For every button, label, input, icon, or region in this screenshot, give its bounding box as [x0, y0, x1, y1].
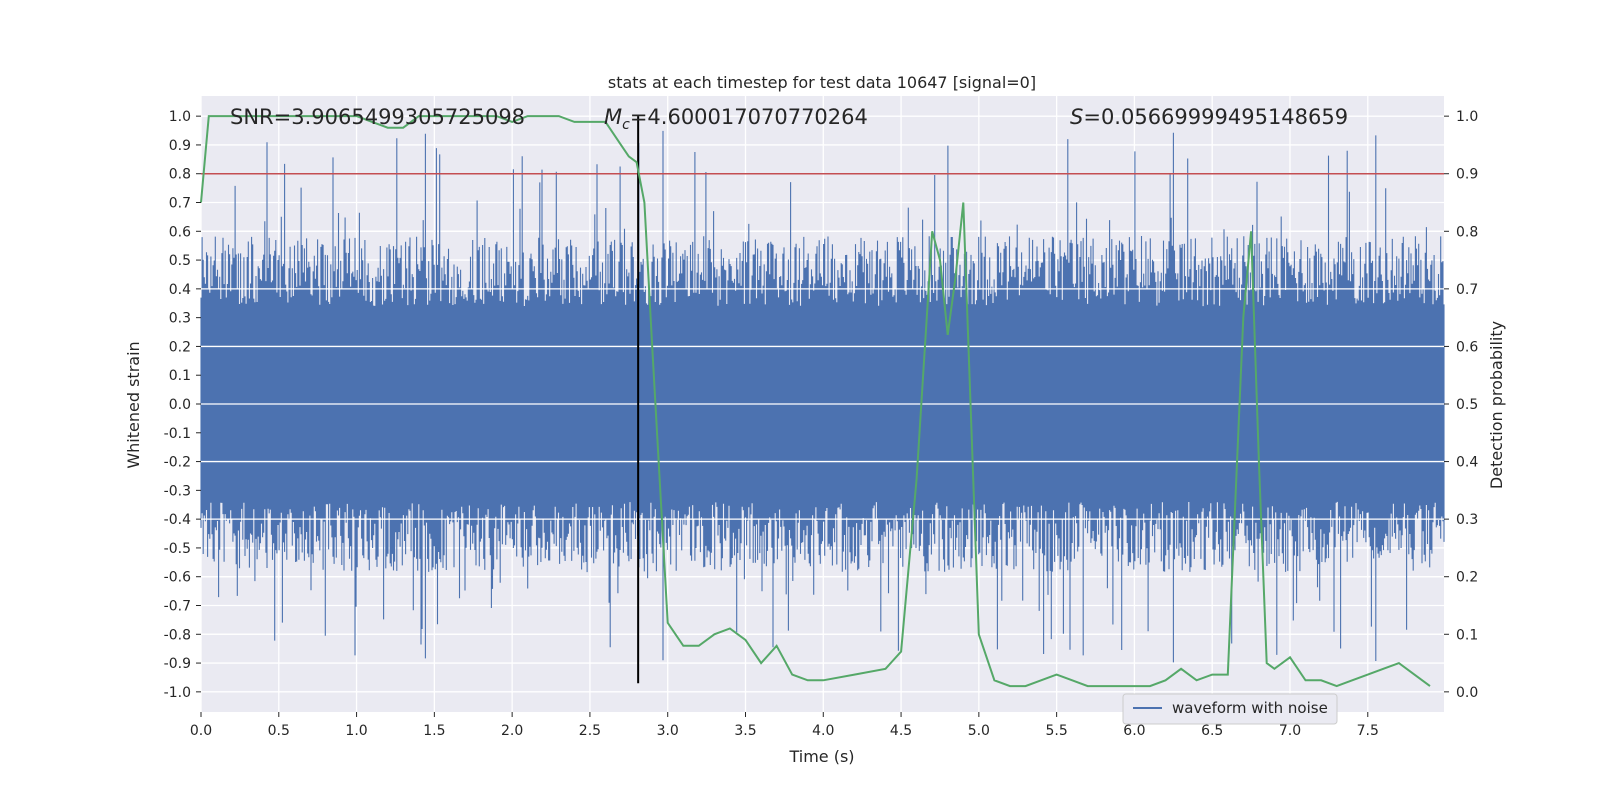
x-tick-label: 0.5: [268, 723, 290, 739]
y-tick-label-left: -0.3: [164, 483, 191, 499]
x-tick-label: 1.0: [345, 723, 367, 739]
mc-subscript: c: [622, 117, 630, 133]
y-tick-label-right: 0.1: [1456, 627, 1478, 643]
chart-title: stats at each timestep for test data 106…: [608, 73, 1036, 92]
y-tick-label-left: 0.6: [169, 224, 191, 240]
axes: 0.0 0.5 1.0 1.5 2.0 2.5 3.0 3.5 4.0 4.5 5.0 5.5 6.0 6…: [164, 109, 1479, 739]
y-tick-label-right: 0.7: [1456, 282, 1478, 298]
legend: waveform with noise: [1122, 693, 1338, 725]
s-annotation: S=0.05669999495148659: [1070, 105, 1348, 129]
x-tick-label: 5.0: [968, 723, 990, 739]
x-tick-label: 2.5: [579, 723, 601, 739]
detection-probability-line: [200, 115, 1431, 688]
y-tick-label-right: 0.0: [1456, 685, 1478, 701]
y-tick-label-left: -0.9: [164, 656, 191, 672]
x-tick-label: 2.0: [501, 723, 523, 739]
x-tick-label: 4.0: [812, 723, 834, 739]
y-tick-label-left: -0.1: [164, 426, 191, 442]
waveform-noise: [200, 130, 1445, 663]
y-tick-label-right: 0.6: [1456, 339, 1478, 355]
y-tick-label-left: 0.4: [169, 282, 191, 298]
overlays: [200, 115, 1444, 688]
y-tick-label-left: 0.1: [169, 368, 191, 384]
snr-annotation: SNR=3.9065499305725098: [230, 105, 525, 129]
y-tick-label-left: -0.6: [164, 570, 191, 586]
y-tick-label-left: 0.0: [169, 397, 191, 413]
y-tick-label-right: 0.3: [1456, 512, 1478, 528]
chirp-mass-annotation: Mc=4.600017070770264: [604, 105, 868, 133]
y-tick-label-left: 0.8: [169, 167, 191, 183]
mc-symbol: M: [604, 105, 622, 129]
y-tick-label-left: 0.5: [169, 253, 191, 269]
y-tick-label-left: 0.2: [169, 339, 191, 355]
y-tick-label-left: -0.5: [164, 541, 191, 557]
x-tick-label: 6.0: [1123, 723, 1145, 739]
y-tick-label-left: -0.7: [164, 598, 191, 614]
y-tick-label-right: 0.5: [1456, 397, 1478, 413]
y-tick-label-left: 0.3: [169, 311, 191, 327]
s-symbol: S: [1070, 105, 1083, 129]
y-tick-label-right: 0.4: [1456, 455, 1478, 471]
legend-box: [1122, 693, 1338, 725]
y-tick-label-left: 1.0: [169, 109, 191, 125]
x-tick-label: 3.0: [657, 723, 679, 739]
y-tick-label-left: -1.0: [164, 685, 191, 701]
x-tick-label: 0.0: [190, 723, 212, 739]
y-tick-label-right: 0.9: [1456, 167, 1478, 183]
y-tick-label-left: -0.8: [164, 627, 191, 643]
y-tick-label-left: 0.7: [169, 196, 191, 212]
x-tick-label: 1.5: [423, 723, 445, 739]
x-tick-label: 3.5: [734, 723, 756, 739]
y-tick-label-left: 0.9: [169, 138, 191, 154]
y-axis-label-left: Whitened strain: [124, 341, 143, 468]
y-axis-label-right: Detection probability: [1487, 321, 1506, 489]
y-tick-label-left: -0.2: [164, 455, 191, 471]
x-tick-label: 6.5: [1201, 723, 1223, 739]
s-value: =0.05669999495148659: [1083, 105, 1348, 129]
mc-value: =4.600017070770264: [630, 105, 868, 129]
y-tick-label-right: 1.0: [1456, 109, 1478, 125]
x-tick-label: 7.5: [1357, 723, 1379, 739]
y-tick-label-left: -0.4: [164, 512, 191, 528]
x-tick-label: 4.5: [890, 723, 912, 739]
legend-label: waveform with noise: [1172, 699, 1328, 717]
x-tick-label: 5.5: [1045, 723, 1067, 739]
x-axis-label: Time (s): [788, 747, 854, 766]
x-tick-label: 7.0: [1279, 723, 1301, 739]
y-tick-label-right: 0.2: [1456, 570, 1478, 586]
y-tick-label-right: 0.8: [1456, 224, 1478, 240]
